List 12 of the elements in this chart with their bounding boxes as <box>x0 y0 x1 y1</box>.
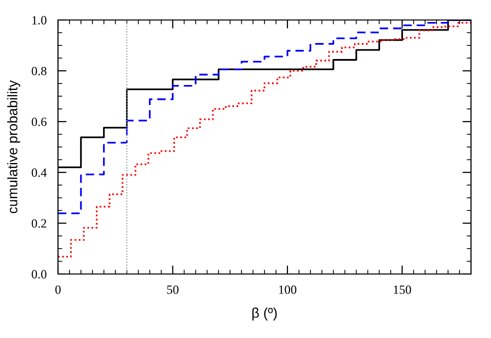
y-tick-label: 0.2 <box>32 219 46 228</box>
x-tick-label: 100 <box>279 285 296 294</box>
x-axis-title: β (º) <box>252 308 277 321</box>
y-tick-label: 1.0 <box>32 16 46 25</box>
y-tick-label: 0.0 <box>32 270 46 279</box>
x-tick-label: 50 <box>167 285 178 294</box>
y-axis-title: cumulative probability <box>7 80 20 214</box>
y-tick-label: 0.8 <box>32 66 46 76</box>
y-tick-label: 0.6 <box>32 118 47 126</box>
x-tick-label: 0 <box>55 285 61 294</box>
y-tick-label: 0.4 <box>32 168 47 177</box>
x-tick-label: 150 <box>394 285 412 294</box>
